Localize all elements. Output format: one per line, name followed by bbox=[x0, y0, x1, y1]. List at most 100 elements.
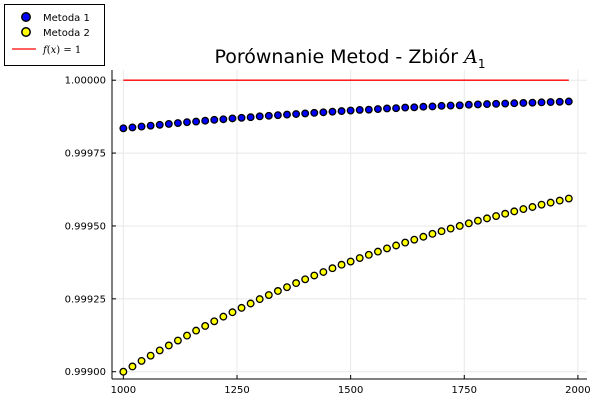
point-metoda-2 bbox=[419, 232, 428, 241]
point-metoda-2 bbox=[210, 317, 219, 326]
point-metoda-2 bbox=[383, 244, 391, 253]
point-metoda-2 bbox=[183, 331, 191, 340]
point-metoda-2 bbox=[501, 209, 510, 218]
y-tick-label: 1.00000 bbox=[65, 76, 106, 87]
point-metoda-2 bbox=[373, 247, 382, 256]
x-ticks: 1000 1250 1500 1750 2000 bbox=[111, 375, 591, 396]
point-metoda-2 bbox=[355, 254, 364, 262]
point-metoda-1 bbox=[392, 104, 401, 113]
plot-series bbox=[119, 79, 573, 376]
point-metoda-1 bbox=[264, 111, 273, 120]
point-metoda-2 bbox=[264, 291, 273, 299]
point-metoda-1 bbox=[119, 124, 128, 133]
point-metoda-1 bbox=[201, 116, 210, 125]
point-metoda-2 bbox=[255, 295, 264, 304]
point-metoda-2 bbox=[146, 351, 155, 360]
point-metoda-2 bbox=[410, 235, 419, 244]
point-metoda-2 bbox=[301, 275, 310, 284]
series-metoda-2 bbox=[119, 194, 573, 376]
chart-title-text: Porównanie Metod - Zbiór bbox=[214, 46, 464, 68]
point-metoda-2 bbox=[401, 238, 410, 247]
point-metoda-2 bbox=[564, 194, 573, 203]
point-metoda-2 bbox=[364, 250, 373, 259]
point-metoda-1 bbox=[437, 101, 446, 110]
point-metoda-2 bbox=[455, 222, 464, 230]
y-tick-label: 0.99925 bbox=[65, 294, 106, 305]
point-metoda-1 bbox=[137, 122, 146, 131]
legend-label-metoda-1: Metoda 1 bbox=[43, 13, 90, 24]
point-metoda-2 bbox=[201, 321, 210, 330]
chart-title-subscript: 1 bbox=[478, 57, 486, 71]
point-metoda-1 bbox=[410, 103, 419, 112]
point-metoda-2 bbox=[128, 362, 137, 371]
point-metoda-2 bbox=[346, 257, 355, 266]
series-metoda-1 bbox=[119, 97, 573, 133]
point-metoda-1 bbox=[546, 98, 555, 107]
point-metoda-1 bbox=[383, 104, 391, 113]
point-metoda-1 bbox=[228, 114, 237, 123]
legend-fx-close: ) = 1 bbox=[56, 45, 81, 56]
point-metoda-1 bbox=[483, 100, 491, 109]
point-metoda-1 bbox=[319, 108, 328, 117]
chart-title-math: A bbox=[462, 46, 478, 68]
point-metoda-1 bbox=[283, 110, 291, 119]
point-metoda-2 bbox=[192, 326, 201, 335]
point-metoda-2 bbox=[492, 212, 501, 220]
legend-marker-metoda-2 bbox=[21, 27, 31, 37]
point-metoda-2 bbox=[392, 241, 401, 250]
point-metoda-1 bbox=[464, 100, 473, 109]
point-metoda-2 bbox=[292, 279, 301, 288]
y-tick-label: 0.99975 bbox=[65, 149, 106, 160]
legend-fx-x: x bbox=[51, 45, 57, 56]
point-metoda-2 bbox=[437, 227, 446, 236]
point-metoda-2 bbox=[319, 268, 328, 276]
point-metoda-1 bbox=[555, 97, 564, 106]
point-metoda-1 bbox=[446, 101, 455, 110]
point-metoda-1 bbox=[192, 117, 201, 126]
point-metoda-1 bbox=[210, 115, 219, 124]
y-ticks: 0.99900 0.99925 0.99950 0.99975 1.00000 bbox=[65, 76, 116, 378]
x-tick-label: 1250 bbox=[224, 385, 249, 396]
point-metoda-1 bbox=[173, 119, 182, 128]
axes bbox=[111, 70, 587, 380]
point-metoda-1 bbox=[219, 115, 228, 124]
x-tick-label: 1000 bbox=[111, 385, 136, 396]
point-metoda-1 bbox=[364, 105, 373, 114]
point-metoda-2 bbox=[155, 346, 164, 355]
point-metoda-1 bbox=[528, 98, 537, 107]
legend-label-metoda-2: Metoda 2 bbox=[43, 28, 90, 39]
point-metoda-1 bbox=[355, 105, 364, 114]
point-metoda-1 bbox=[537, 98, 546, 107]
point-metoda-1 bbox=[292, 110, 301, 118]
point-metoda-1 bbox=[419, 102, 428, 111]
point-metoda-2 bbox=[528, 203, 537, 211]
point-metoda-2 bbox=[473, 216, 482, 225]
point-metoda-2 bbox=[546, 198, 555, 207]
point-metoda-1 bbox=[492, 99, 501, 108]
point-metoda-2 bbox=[464, 219, 473, 228]
point-metoda-1 bbox=[255, 112, 264, 121]
point-metoda-2 bbox=[328, 264, 337, 273]
y-tick-label: 0.99900 bbox=[65, 367, 106, 378]
point-metoda-2 bbox=[446, 224, 455, 233]
legend: Metoda 1 Metoda 2 f(x) = 1 bbox=[4, 4, 105, 66]
point-metoda-2 bbox=[119, 367, 128, 376]
point-metoda-2 bbox=[273, 287, 282, 295]
point-metoda-2 bbox=[519, 205, 528, 213]
point-metoda-1 bbox=[246, 113, 255, 122]
point-metoda-2 bbox=[237, 303, 246, 312]
x-tick-label: 2000 bbox=[565, 385, 590, 396]
legend-fx-open: ( bbox=[47, 45, 51, 56]
point-metoda-1 bbox=[146, 121, 155, 130]
point-metoda-1 bbox=[373, 105, 382, 114]
x-tick-label: 1750 bbox=[452, 385, 477, 396]
legend-marker-metoda-1 bbox=[21, 12, 31, 22]
legend-label-fx: f(x) = 1 bbox=[42, 45, 81, 56]
point-metoda-2 bbox=[537, 200, 546, 209]
point-metoda-1 bbox=[501, 99, 510, 108]
point-metoda-1 bbox=[401, 103, 410, 112]
point-metoda-2 bbox=[137, 356, 146, 365]
point-metoda-2 bbox=[483, 214, 491, 223]
chart-title: Porównanie Metod - Zbiór A1 bbox=[214, 46, 485, 71]
